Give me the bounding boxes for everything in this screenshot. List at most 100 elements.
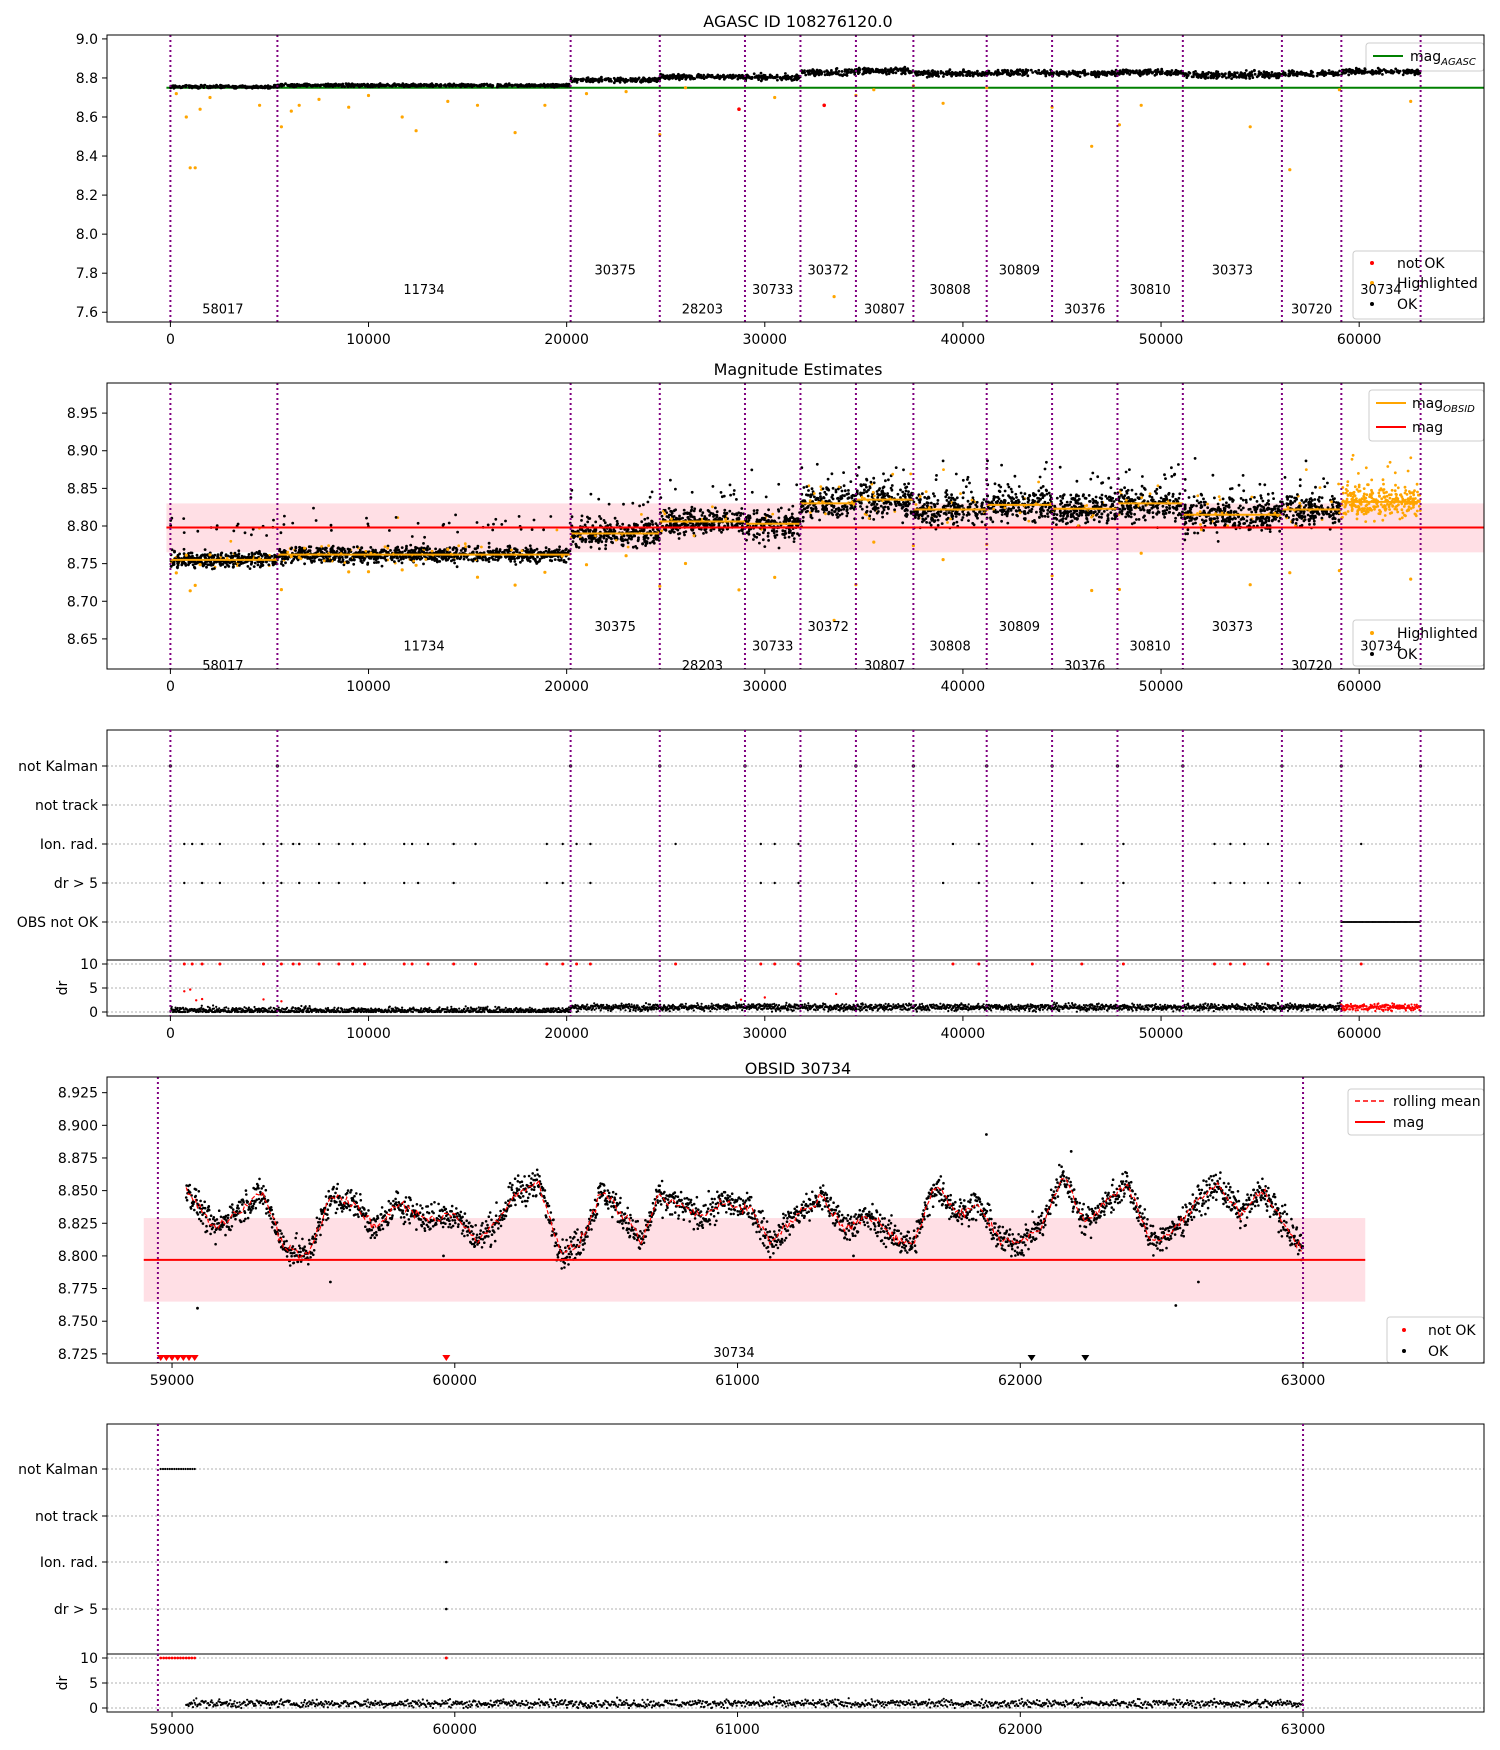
estimates-point [169,565,173,568]
estimates-point [280,562,283,566]
estimates-point [310,556,314,560]
agasc-ok-point [240,85,244,89]
agasc-ok-point [1061,72,1065,76]
agasc-legend-notok: not OK [1397,256,1445,272]
estimates-point [711,485,715,488]
estimates-point [669,478,672,482]
estimates-point [622,534,626,538]
estimates-point [767,508,770,512]
estimates-point [201,564,205,568]
estimates-point [651,523,655,526]
estimates-point [235,553,239,557]
estimates-point [498,549,502,553]
estimates-point [422,562,425,566]
agasc-ok-point [232,86,236,89]
estimates-point [309,545,313,549]
agasc-ok-point [1253,68,1256,72]
agasc-ok-point [284,82,287,85]
agasc-ok-point [224,84,228,88]
estimates-point [638,504,641,508]
estimates-point [475,521,479,524]
estimates-point [651,540,654,544]
estimates-point [519,560,522,564]
agasc-ok-point [623,79,626,83]
estimates-point [531,555,535,559]
estimates-point [732,492,736,496]
estimates-point [492,522,495,526]
agasc-ok-point [947,71,951,75]
agasc-legend-highlighted: Highlighted [1397,276,1478,292]
estimates-point [690,528,694,532]
agasc-ok-point [272,84,276,88]
estimates-point [268,556,271,560]
estimates-point [419,557,422,561]
estimates-point [232,529,236,533]
estimates-point [766,534,770,538]
agasc-ok-point [574,77,577,81]
agasc-ok-point [1020,69,1024,73]
agasc-ok-point [1101,72,1105,76]
agasc-ok-point [1164,71,1167,75]
agasc-ok-point [1244,76,1248,80]
agasc-ok-point [633,79,637,83]
agasc-ok-point [869,70,873,73]
agasc-ok-point [1086,72,1090,76]
estimates-point [783,532,787,535]
agasc-ok-point [840,70,844,73]
estimates-point [205,565,208,569]
estimates-point [728,509,732,513]
estimates-point [663,508,667,512]
agasc-ytick-label: 8.4 [76,149,98,165]
estimates-point [438,560,442,563]
agasc-ok-point [190,85,194,89]
estimates-legend-bottom: Highlighted OK [1352,619,1485,667]
agasc-ok-point [344,82,348,85]
estimates-point [588,540,591,544]
estimates-point [528,556,532,560]
estimates-point [787,535,791,539]
estimates-point [642,503,645,507]
estimates-point [278,549,281,553]
estimates-point [315,546,319,550]
agasc-ok-point [1366,70,1369,74]
estimates-point [286,550,290,554]
estimates-point [271,563,275,567]
agasc-ok-point [759,71,763,75]
estimates-point [730,523,734,527]
agasc-ok-point [1138,74,1142,78]
estimates-point [633,534,637,538]
estimates-point [777,509,781,513]
estimates-point [750,490,754,494]
agasc-ok-point [1381,73,1384,76]
agasc-ok-point [654,78,657,82]
estimates-point [580,514,584,518]
agasc-highlighted-point [832,295,836,299]
estimates-point [250,561,254,564]
agasc-ok-point [1264,73,1268,77]
agasc-ok-point [1321,73,1325,76]
estimates-point [369,546,373,549]
estimates-point [633,529,637,533]
agasc-ok-point [461,83,465,86]
agasc-ok-point [199,83,203,87]
agasc-ok-point [321,83,325,87]
estimates-point [660,514,664,518]
agasc-ok-point [1345,69,1349,73]
agasc-ok-point [1141,70,1145,74]
agasc-ok-point [1354,66,1358,70]
agasc-ok-point [795,76,799,80]
agasc-ok-point [604,77,608,81]
agasc-ok-point [719,74,722,78]
agasc-ok-point [398,84,401,88]
estimates-point [720,495,724,499]
agasc-ok-point [951,72,955,76]
estimates-point [355,545,359,549]
estimates-point [620,535,623,539]
agasc-highlighted-point [289,109,293,113]
agasc-highlighted-point [1090,144,1094,148]
agasc-ok-point [1186,74,1190,77]
agasc-ok-point [1098,72,1102,76]
estimates-point [759,518,763,522]
estimates-point [615,523,619,527]
estimates-point [358,550,361,554]
